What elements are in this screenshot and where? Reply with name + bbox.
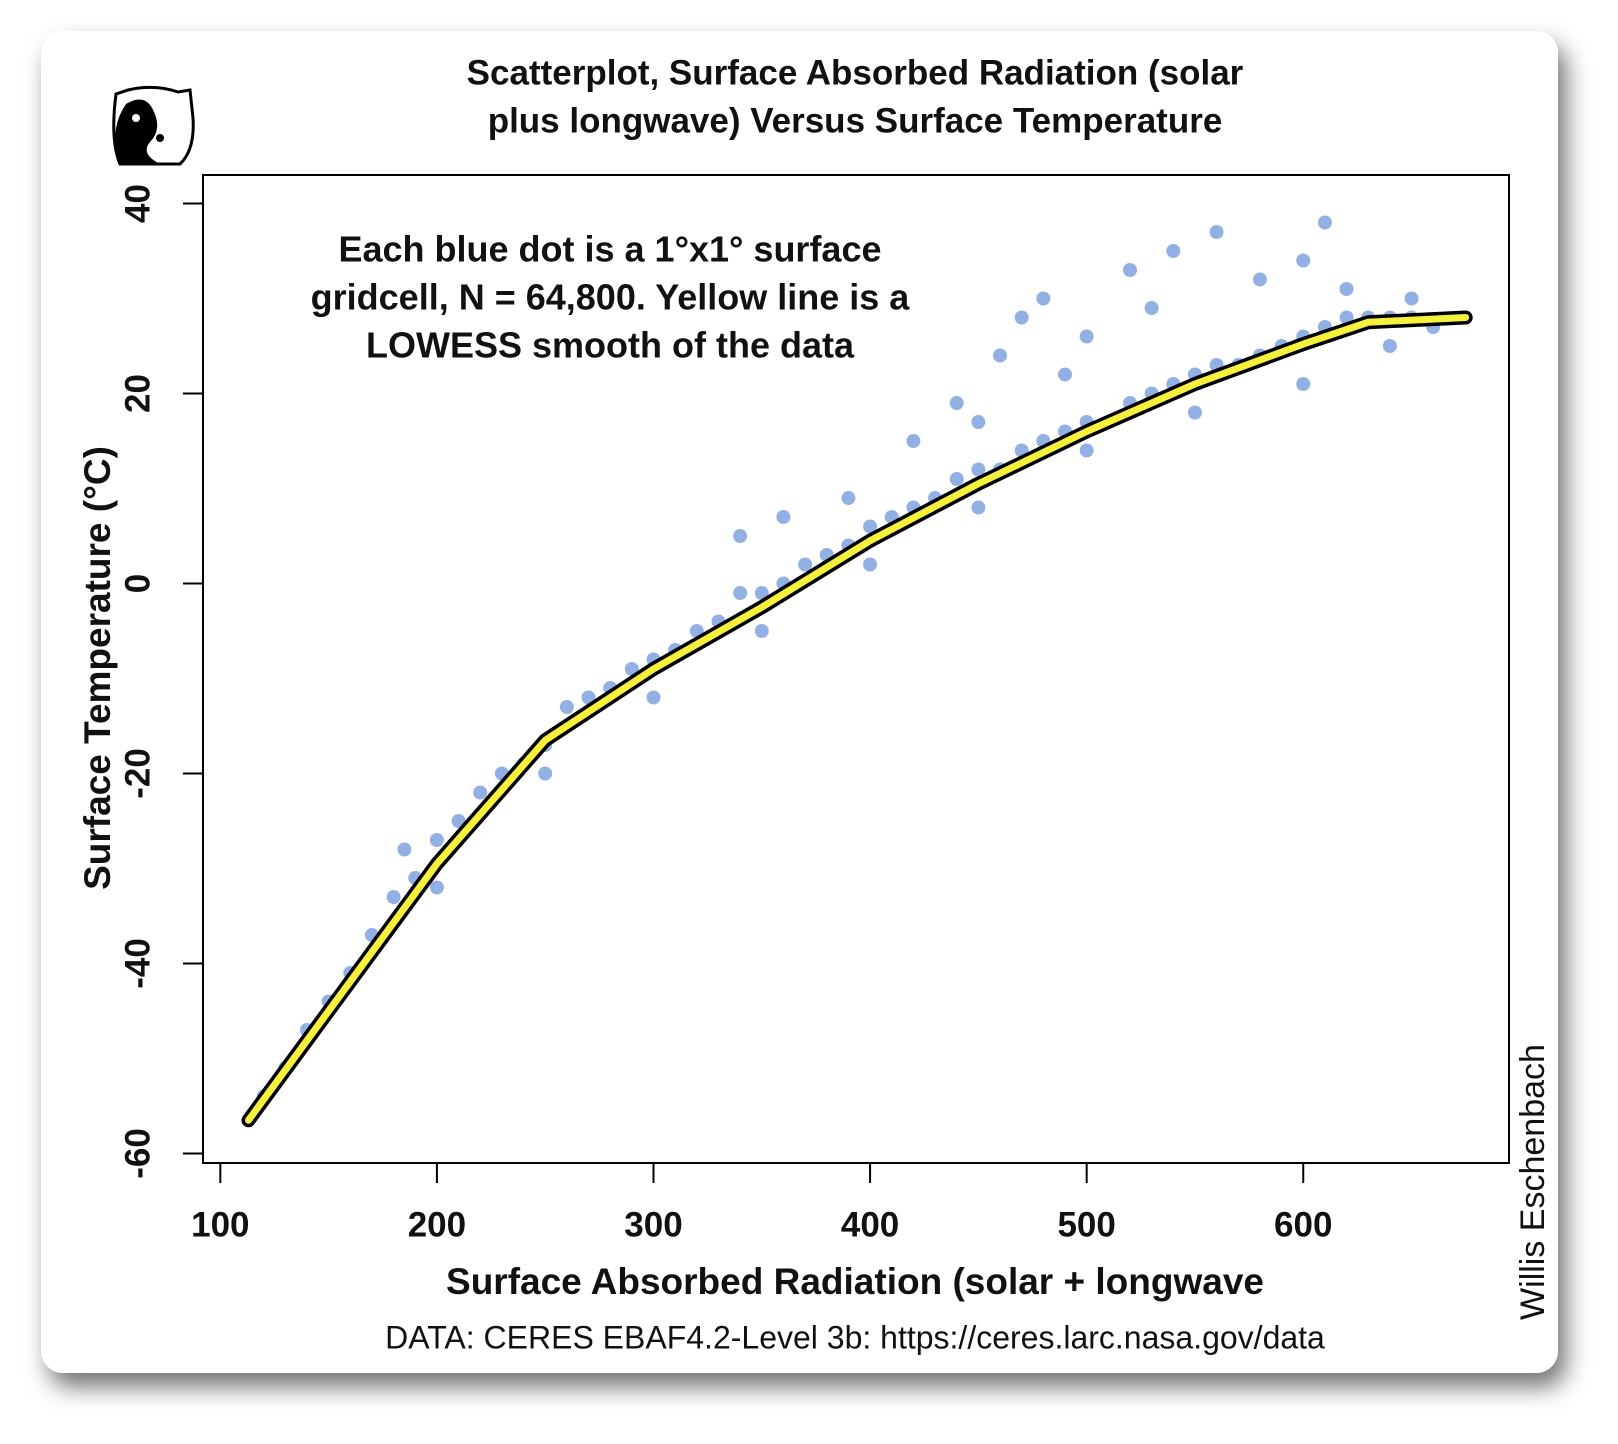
scatter-point (754, 586, 769, 600)
scatter-point (429, 880, 444, 895)
scatter-point (1339, 282, 1354, 296)
scatter-point (863, 519, 878, 534)
scatter-point (733, 586, 748, 600)
y-tick-label: -60 (118, 1128, 157, 1179)
scatter-point (1317, 215, 1332, 230)
y-tick-label: 40 (118, 184, 157, 223)
x-tick-label: 300 (624, 1205, 682, 1244)
y-axis-label: Surface Temperature (°C) (77, 446, 118, 890)
scatter-point (397, 842, 412, 857)
scatter-point (971, 462, 986, 477)
credit: Willis Eschenbach (1514, 1044, 1552, 1320)
y-tick-label: -40 (118, 938, 157, 989)
scatter-point (1058, 367, 1073, 382)
scatter-point (971, 415, 986, 429)
scatter-point (906, 434, 921, 448)
scatter-point (429, 833, 444, 847)
y-tick-label: 0 (118, 574, 157, 593)
y-tick-label: -20 (118, 748, 157, 799)
x-tick-label: 600 (1274, 1205, 1332, 1244)
scatter-point (538, 766, 553, 781)
scatter-point (1122, 263, 1137, 277)
y-tick-label: 20 (118, 374, 157, 413)
scatter-point (386, 890, 401, 904)
scatter-point (1296, 253, 1311, 268)
scatter-point (624, 662, 639, 676)
annotation: LOWESS smooth of the data (366, 325, 855, 366)
scatter-point (646, 690, 661, 705)
scatter-point (1404, 291, 1419, 306)
scatter-point (559, 700, 574, 714)
scatter-point (1166, 244, 1181, 258)
logo (112, 85, 195, 166)
scatter-point (841, 491, 856, 505)
scatter-point (1209, 225, 1224, 239)
source: DATA: CERES EBAF4.2-Level 3b: https://ce… (385, 1319, 1325, 1355)
x-tick-label: 500 (1057, 1205, 1115, 1244)
x-tick-label: 200 (408, 1205, 466, 1244)
scatter-point (993, 348, 1008, 363)
scatter-point (798, 557, 813, 572)
scatter-point (1296, 377, 1311, 391)
scatter-point (776, 510, 791, 524)
scatter-point (754, 624, 769, 638)
scatter-point (581, 690, 596, 705)
annotation: Each blue dot is a 1°x1° surface (338, 229, 881, 270)
x-axis-label: Surface Absorbed Radiation (solar + long… (446, 1261, 1264, 1302)
scatter-point (1079, 443, 1094, 458)
scatter-point (1079, 329, 1094, 344)
scatter-point (733, 529, 748, 543)
x-tick-label: 100 (191, 1205, 249, 1244)
scatter-point (1014, 310, 1029, 325)
title: Scatterplot, Surface Absorbed Radiation … (467, 53, 1244, 92)
lowess-line (244, 314, 1470, 1124)
annotation: gridcell, N = 64,800. Yellow line is a (311, 277, 911, 318)
scatter-point (1382, 339, 1397, 353)
scatter-point (1144, 301, 1159, 315)
card (41, 31, 1558, 1373)
scatter-point (1187, 405, 1202, 420)
scatter-point (1036, 291, 1051, 306)
x-tick-label: 400 (841, 1205, 899, 1244)
scatter-point (949, 472, 964, 486)
scatter-point (473, 785, 488, 800)
scatter-point (1252, 272, 1267, 287)
plot-area (241, 215, 1473, 1128)
title: plus longwave) Versus Surface Temperatur… (488, 101, 1223, 140)
scatter-point (949, 396, 964, 410)
scatter-point (863, 557, 878, 572)
scatter-point (971, 500, 986, 515)
